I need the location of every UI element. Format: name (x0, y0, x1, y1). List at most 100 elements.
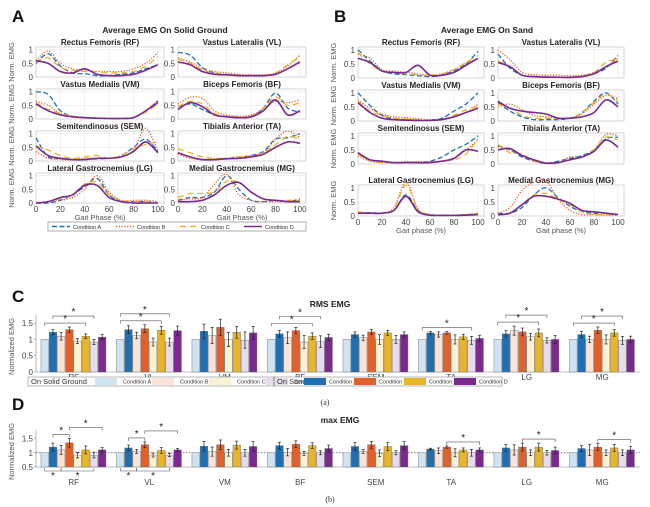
subplot-title: Medial Gastrocnemius (MG) (189, 164, 295, 173)
bracket-line (581, 315, 623, 320)
significance-bracket: * (597, 431, 631, 443)
x-axis-label: Gait phase (%) (536, 226, 587, 235)
y-axis-label: Norm. EMG (329, 86, 338, 126)
subplot-tibialis-anterior-ta: Tibialis Anterior (TA) 0 0.5 1 (484, 124, 625, 169)
legend-swatch-solid-condition-a (95, 378, 117, 385)
significance-bracket: * (128, 429, 146, 441)
legend-label-sand-condition-a: Condition A (329, 380, 357, 386)
category-label: MG (596, 373, 609, 382)
category-label: RF (68, 478, 79, 487)
series-line-condition-b (35, 127, 159, 161)
bracket-line (52, 315, 95, 320)
y-tick-label: 0.5 (22, 352, 34, 361)
category-label: SEM (367, 478, 385, 487)
plot-area (177, 46, 307, 78)
bar-group-vm: VM (191, 318, 258, 382)
bar-legend-box (27, 376, 503, 387)
y-tick-label: 0.5 (484, 60, 496, 69)
y-tick-label: 0.5 (164, 185, 176, 194)
bracket-line (505, 314, 548, 319)
series-line-condition-a (35, 53, 159, 77)
series-line-condition-c (35, 55, 159, 74)
significance-bracket: * (144, 422, 178, 434)
bar-legend: On Solid Ground Condition A Condition B Con… (27, 376, 508, 387)
x-tick-label: 100 (471, 218, 485, 227)
significance-star: * (151, 471, 155, 482)
bar-sand-condition-b (65, 329, 74, 373)
subplot-title: Semitendinosus (SEM) (378, 124, 465, 133)
y-tick-label: 1 (491, 46, 496, 55)
series-line-condition-d (177, 61, 301, 77)
bar-solid-condition-b (359, 337, 368, 373)
bar-solid-condition-d (165, 341, 174, 373)
panel-d-title: max EMG (321, 415, 360, 425)
significance-bracket: * (136, 468, 170, 482)
y-tick-label: 0 (491, 212, 496, 221)
subplot-title: Vastus Medialis (VM) (381, 81, 460, 90)
y-tick-label: 0 (491, 74, 496, 83)
y-tick-label: 1.5 (22, 319, 34, 328)
significance-bracket: * (44, 314, 87, 327)
bar-solid-condition-a (191, 339, 200, 373)
y-tick-label: 1 (351, 89, 356, 98)
bar-group-mg: MG (569, 326, 635, 382)
subplot-tibialis-anterior-ta: Tibialis Anterior (TA) 0 0.5 1 (164, 122, 307, 166)
bracket-line (119, 320, 162, 324)
line-legend: Condition A Condition B Condition C Conditi… (47, 221, 307, 232)
bar-solid-condition-c (149, 341, 158, 373)
bar-solid-condition-a (569, 452, 578, 468)
y-tick-label: 0.5 (22, 185, 34, 194)
x-tick-label: 40 (402, 218, 411, 227)
subplot-vastus-lateralis-vl: Vastus Lateralis (VL) 0 0.5 1 (484, 38, 625, 83)
panel-c-title: RMS EMG (310, 299, 351, 309)
y-tick-label: 0 (351, 160, 356, 169)
plot-area (357, 89, 485, 122)
bracket-line (52, 434, 70, 438)
series-line-condition-d (35, 183, 158, 204)
series-line-condition-c (177, 135, 301, 160)
bar-sand-condition-d (626, 339, 635, 373)
bracket-line (597, 439, 631, 443)
bar-group-lg: LG (493, 325, 560, 382)
y-tick-label: 1 (29, 130, 34, 139)
significance-star: * (84, 419, 88, 430)
bar-sand-condition-c (157, 330, 166, 373)
legend-swatch-solid-condition-d (266, 378, 288, 385)
bar-sand-condition-d (400, 334, 409, 373)
legend-label-condition-c: Condition C (201, 225, 230, 231)
significance-star: * (139, 312, 143, 323)
plot-area (497, 89, 625, 122)
bar-sand-condition-b (291, 330, 300, 373)
significance-bracket: * (119, 468, 137, 482)
subplot-semitendinosus-sem: Semitendinosus (SEM) 0 0.5 1 Norm. EMG (7, 122, 165, 166)
y-tick-label: 0.5 (164, 101, 176, 110)
subplot-biceps-femoris-bf: Biceps Femoris (BF) 0 0.5 1 (484, 81, 625, 126)
y-tick-label: 0.5 (22, 59, 34, 68)
significance-bracket: * (119, 305, 170, 317)
significance-star: * (600, 307, 604, 318)
series-line-condition-d (177, 181, 300, 203)
subplot-medial-gastrocnemius-mg: Medial Gastrocnemius (MG) 0 0.5 1 0 20 40 60 80 1… (164, 164, 307, 222)
y-tick-label: 0 (29, 199, 34, 208)
bar-sand-condition-a (426, 332, 435, 373)
significance-bracket: * (446, 433, 480, 445)
bar-sand-condition-b (442, 332, 451, 373)
bar-sand-condition-a (577, 334, 586, 373)
subplot-title: Biceps Femoris (BF) (522, 81, 600, 90)
bracket-line (279, 316, 321, 320)
legend-swatch-sand-condition-a (304, 378, 326, 385)
significance-bracket: * (44, 468, 62, 482)
x-tick-label: 80 (450, 218, 459, 227)
significance-star: * (159, 422, 163, 433)
significance-star: * (461, 433, 465, 444)
significance-star: * (71, 307, 75, 318)
series-line-condition-c (177, 96, 301, 118)
bar-solid-condition-a (267, 339, 276, 373)
bar-solid-condition-b (132, 451, 141, 468)
plot-area (357, 132, 485, 165)
y-tick-label: 0 (351, 212, 356, 221)
bar-group-rf: RF (40, 438, 107, 487)
bar-sand-condition-d (324, 337, 333, 373)
x-tick-label: 60 (105, 205, 114, 214)
